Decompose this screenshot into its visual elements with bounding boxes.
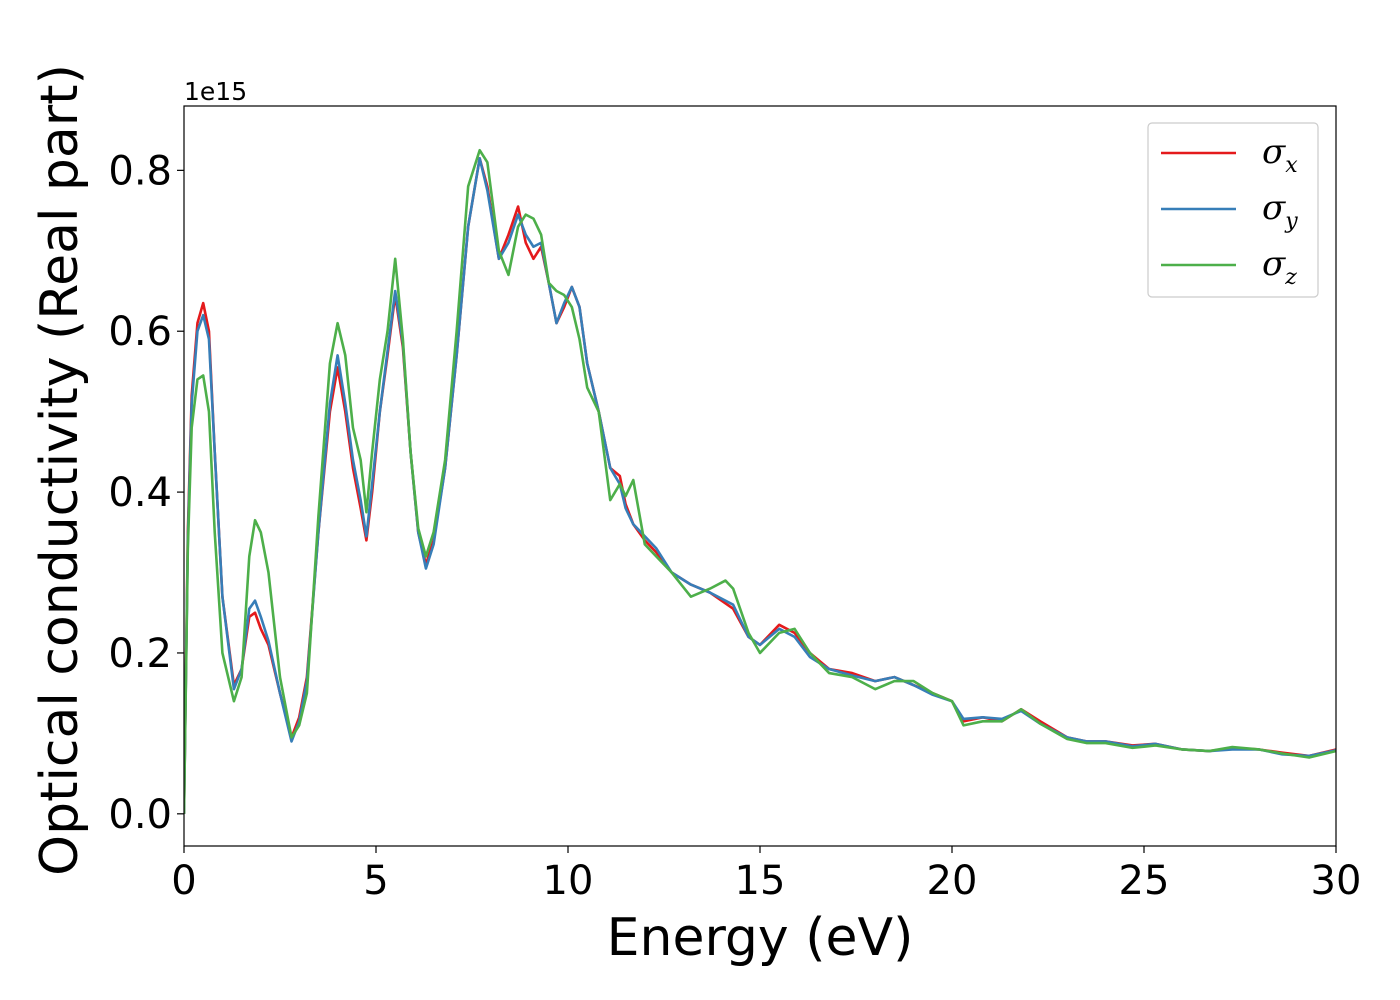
legend-subscript: x [1285,153,1298,178]
y-tick-label: 0.8 [108,148,172,194]
x-tick-label: 20 [927,858,978,904]
legend-symbol: σ [1262,132,1286,172]
x-tick-label: 0 [171,858,196,904]
series-line-z [184,148,1336,814]
x-tick-label: 15 [735,858,786,904]
legend-item-z: σz [1161,244,1297,290]
x-tick-label: 10 [543,858,594,904]
y-axis-ticks: 0.0 0.2 0.4 0.6 0.8 [108,148,184,838]
x-axis-label: Energy (eV) [607,908,914,968]
y-tick-label: 0.0 [108,792,172,838]
y-tick-label: 0.6 [108,309,172,355]
legend-subscript: z [1284,265,1297,290]
y-tick-label: 0.4 [108,470,172,516]
legend-symbol: σ [1262,244,1286,284]
x-tick-label: 30 [1311,858,1362,904]
legend-item-y: σy [1161,188,1298,234]
x-tick-label: 25 [1119,858,1170,904]
legend-item-x: σx [1161,132,1298,178]
y-axis-offset-label: 1e15 [184,77,247,106]
y-axis-label: Optical conductivity (Real part) [30,64,90,876]
x-tick-label: 5 [363,858,388,904]
legend-subscript: y [1284,209,1298,234]
legend-symbol: σ [1262,188,1286,228]
y-tick-label: 0.2 [108,631,172,677]
legend-label: σx [1262,132,1298,178]
legend-label: σz [1262,244,1297,290]
series-layer [184,148,1336,814]
x-axis-ticks: 0 5 10 15 20 25 30 [171,846,1361,904]
legend-label: σy [1262,188,1298,234]
